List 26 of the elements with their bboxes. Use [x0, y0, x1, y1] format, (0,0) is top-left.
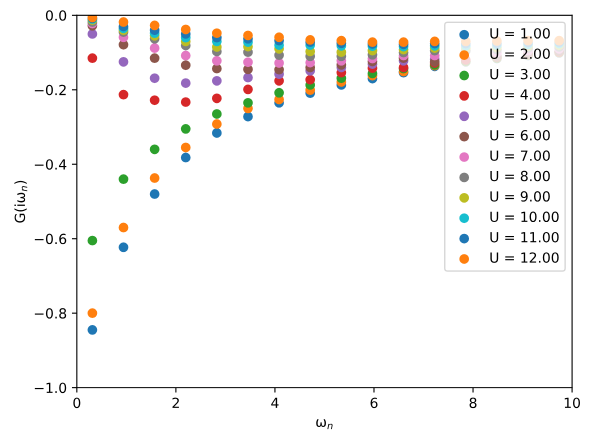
- x-tick-label: 6: [370, 398, 378, 408]
- x-tick-label: 2: [172, 398, 179, 408]
- x-tick-label: 10: [564, 398, 580, 408]
- legend-label: U = 8.00: [490, 170, 550, 182]
- legend-label: U = 9.00: [490, 191, 550, 202]
- legend-label: U = 3.00: [490, 68, 550, 80]
- legend-label: U = 12.00: [490, 252, 559, 263]
- y-tick-label: −0.6: [34, 234, 66, 244]
- y-tick-label: −1.0: [34, 382, 66, 394]
- legend-label: U = 11.00: [490, 232, 559, 242]
- x-tick-label: 0: [73, 398, 80, 408]
- legend-label: U = 7.00: [490, 150, 550, 161]
- y-tick-label: −0.8: [34, 308, 66, 319]
- x-tick-label: 4: [271, 398, 279, 408]
- y-tick-label: −0.2: [34, 84, 66, 96]
- legend-label: U = 4.00: [490, 89, 550, 100]
- legend-label: U = 5.00: [490, 110, 550, 120]
- x-tick-label: 8: [470, 398, 477, 408]
- y-tick-label: −0.4: [34, 159, 66, 170]
- y-axis-title: G(iω$_{n}$): [14, 180, 28, 223]
- y-tick-label: 0.0: [46, 10, 66, 21]
- legend-label: U = 6.00: [490, 130, 550, 141]
- legend-label: U = 1.00: [490, 28, 550, 39]
- legend-label: U = 2.00: [490, 48, 550, 59]
- legend-label: U = 10.00: [490, 212, 559, 222]
- x-axis-title: ω$_{n}$: [316, 419, 333, 430]
